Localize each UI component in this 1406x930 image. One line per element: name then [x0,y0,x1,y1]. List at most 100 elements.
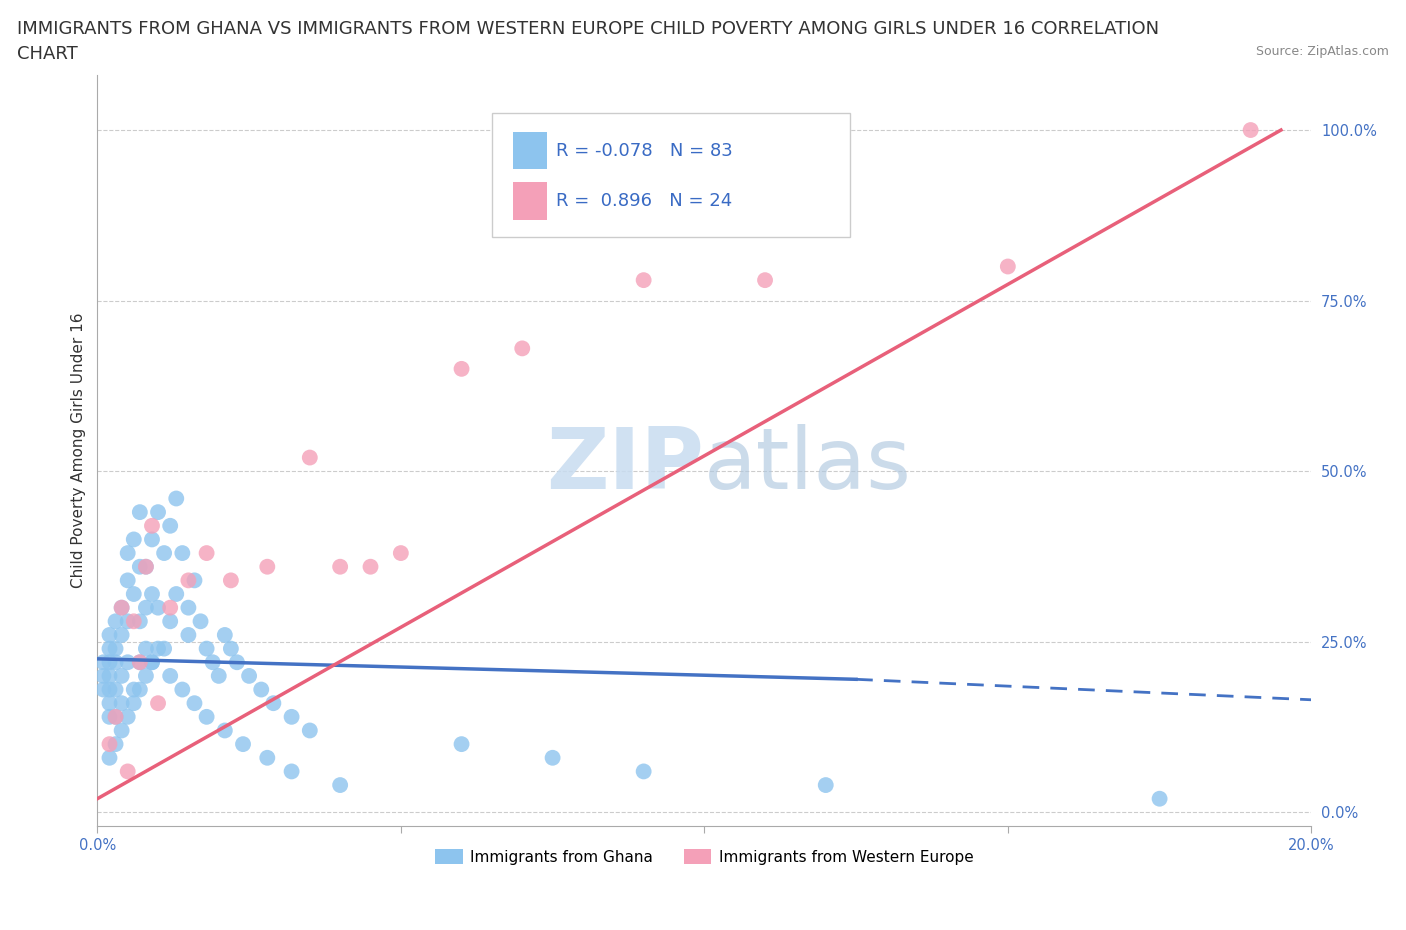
Point [183,696,205,711]
Point [232,737,254,751]
Point [122,696,145,711]
Point [146,600,169,615]
Point [111,669,134,684]
Point [165,587,187,602]
Point [159,518,181,533]
Point [183,573,205,588]
Point [98,737,121,751]
Text: R =  0.896   N = 24: R = 0.896 N = 24 [557,192,733,210]
Point [250,682,273,697]
Point [298,450,321,465]
Point [98,751,121,765]
Point [128,614,150,629]
Point [135,669,157,684]
Text: ZIP: ZIP [547,424,704,507]
Point [177,600,200,615]
Point [93,655,115,670]
Point [153,546,176,561]
Point [122,682,145,697]
Point [214,723,236,737]
Text: CHART: CHART [17,45,77,62]
Point [111,600,134,615]
Point [754,272,776,287]
Point [280,764,302,778]
Text: atlas: atlas [704,424,912,507]
Point [128,655,150,670]
Point [298,723,321,737]
Point [195,641,218,656]
Point [165,491,187,506]
Point [360,559,382,574]
Point [117,573,139,588]
Point [141,655,163,670]
Point [128,559,150,574]
Point [146,505,169,520]
FancyBboxPatch shape [492,113,851,237]
Point [450,362,472,377]
Point [195,546,218,561]
Point [98,669,121,684]
Point [135,559,157,574]
Point [633,764,655,778]
Point [104,655,127,670]
Point [111,628,134,643]
Point [104,614,127,629]
Point [128,682,150,697]
Point [159,669,181,684]
Point [450,737,472,751]
Point [172,682,194,697]
Point [280,710,302,724]
Y-axis label: Child Poverty Among Girls Under 16: Child Poverty Among Girls Under 16 [72,313,86,589]
Point [104,682,127,697]
Point [117,655,139,670]
Point [1149,791,1171,806]
Point [135,641,157,656]
Point [159,600,181,615]
Point [177,628,200,643]
Point [256,559,278,574]
Point [135,559,157,574]
Point [98,628,121,643]
Point [153,641,176,656]
Point [128,655,150,670]
Point [814,777,837,792]
Legend: Immigrants from Ghana, Immigrants from Western Europe: Immigrants from Ghana, Immigrants from W… [429,843,980,870]
Point [329,559,352,574]
Point [104,710,127,724]
Point [141,587,163,602]
Point [219,573,242,588]
Point [146,641,169,656]
Point [135,600,157,615]
Point [238,669,260,684]
Point [98,696,121,711]
Point [122,614,145,629]
Point [256,751,278,765]
Point [98,641,121,656]
Point [111,723,134,737]
Point [122,587,145,602]
Point [633,272,655,287]
Point [190,614,212,629]
Point [510,341,533,356]
Point [262,696,284,711]
Point [329,777,352,792]
Point [997,259,1019,274]
Text: IMMIGRANTS FROM GHANA VS IMMIGRANTS FROM WESTERN EUROPE CHILD POVERTY AMONG GIRL: IMMIGRANTS FROM GHANA VS IMMIGRANTS FROM… [17,20,1159,38]
Point [541,751,564,765]
Point [177,573,200,588]
Point [98,655,121,670]
Text: R = -0.078   N = 83: R = -0.078 N = 83 [557,141,733,160]
Point [117,764,139,778]
Point [111,600,134,615]
Point [122,532,145,547]
Point [214,628,236,643]
Point [104,737,127,751]
Point [208,669,231,684]
Point [98,682,121,697]
Point [146,696,169,711]
Point [117,614,139,629]
Point [117,546,139,561]
Point [104,641,127,656]
Point [389,546,412,561]
Point [141,518,163,533]
